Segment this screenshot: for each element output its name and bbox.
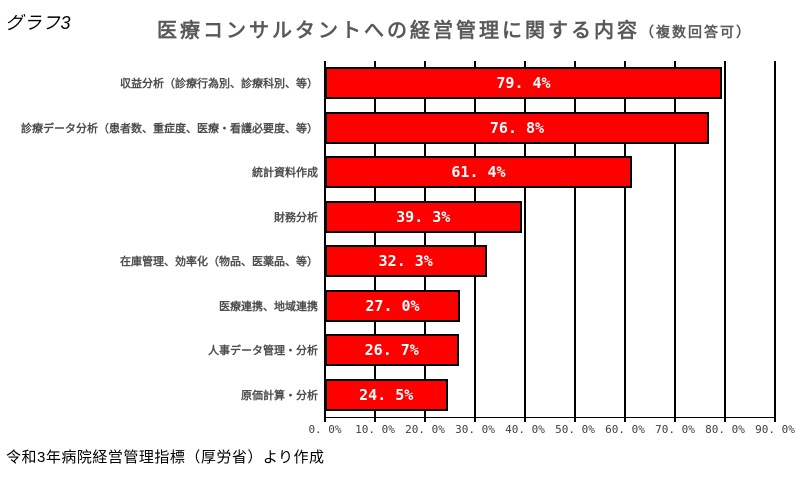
x-axis-tick-label: 50. 0% bbox=[555, 423, 595, 436]
x-axis-tick-label: 90. 0% bbox=[755, 423, 795, 436]
category-label: 収益分析（診療行為別、診療科別、等） bbox=[120, 78, 318, 91]
gridline bbox=[524, 61, 526, 417]
chart-title-suffix: （複数回答可） bbox=[640, 24, 752, 40]
category-label: 在庫管理、効率化（物品、医薬品、等） bbox=[120, 256, 318, 269]
axis-tick bbox=[774, 417, 776, 422]
category-label: 統計資料作成 bbox=[252, 167, 318, 180]
axis-tick bbox=[624, 417, 626, 422]
x-axis-tick-label: 40. 0% bbox=[505, 423, 545, 436]
category-label: 人事データ管理・分析 bbox=[208, 345, 318, 358]
gridline bbox=[724, 61, 726, 417]
x-axis-tick-label: 30. 0% bbox=[455, 423, 495, 436]
bar-value-label: 39. 3% bbox=[396, 207, 451, 226]
bar-7: 24. 5% bbox=[325, 378, 448, 411]
bar-value-label: 32. 3% bbox=[378, 252, 433, 271]
bar-value-label: 27. 0% bbox=[365, 296, 420, 315]
chart-title: 医療コンサルタントへの経営管理に関する内容（複数回答可） bbox=[157, 14, 752, 43]
axis-tick bbox=[424, 417, 426, 422]
bar-value-label: 79. 4% bbox=[496, 74, 551, 93]
source-note: 令和3年病院経営管理指標（厚労省）より作成 bbox=[6, 449, 325, 466]
category-label: 原価計算・分析 bbox=[241, 389, 318, 402]
category-label: 診療データ分析（患者数、重症度、医療・看護必要度、等） bbox=[21, 122, 318, 135]
gridline bbox=[474, 61, 476, 417]
bar-6: 26. 7% bbox=[325, 334, 459, 367]
gridline bbox=[624, 61, 626, 417]
axis-tick bbox=[324, 417, 326, 422]
axis-tick bbox=[474, 417, 476, 422]
axis-tick bbox=[524, 417, 526, 422]
bar-0: 79. 4% bbox=[325, 67, 722, 100]
x-axis-tick-label: 80. 0% bbox=[705, 423, 745, 436]
bar-2: 61. 4% bbox=[325, 156, 632, 189]
x-axis-tick-label: 10. 0% bbox=[355, 423, 395, 436]
bar-value-label: 76. 8% bbox=[489, 118, 545, 137]
bar-4: 32. 3% bbox=[325, 245, 487, 278]
bar-1: 76. 8% bbox=[325, 111, 709, 144]
category-label: 医療連携、地域連携 bbox=[219, 300, 318, 313]
x-axis-tick-label: 60. 0% bbox=[605, 423, 645, 436]
bar-5: 27. 0% bbox=[325, 289, 460, 322]
axis-tick bbox=[574, 417, 576, 422]
gridline bbox=[374, 61, 376, 417]
bar-value-label: 24. 5% bbox=[359, 385, 414, 404]
gridline bbox=[674, 61, 676, 417]
bar-value-label: 61. 4% bbox=[451, 163, 506, 182]
plot-area: 79. 4% 76. 8% 61. 4% 39. 3% 32. 3% 27. 0% 26. … bbox=[324, 61, 776, 422]
x-axis-tick-label: 20. 0% bbox=[405, 423, 445, 436]
axis-tick bbox=[674, 417, 676, 422]
gridline bbox=[424, 61, 426, 417]
category-label: 財務分析 bbox=[274, 211, 318, 224]
axis-tick bbox=[374, 417, 376, 422]
gridline bbox=[324, 61, 326, 417]
x-axis-tick-label: 70. 0% bbox=[655, 423, 695, 436]
bar-value-label: 26. 7% bbox=[364, 341, 419, 360]
gridline bbox=[774, 61, 776, 417]
bar-3: 39. 3% bbox=[325, 200, 522, 233]
axis-tick bbox=[724, 417, 726, 422]
gridline bbox=[574, 61, 576, 417]
chart-title-main: 医療コンサルタントへの経営管理に関する内容 bbox=[157, 20, 640, 42]
x-axis-tick-label: 0. 0% bbox=[308, 423, 342, 436]
graph-number-label: グラフ3 bbox=[5, 13, 72, 33]
